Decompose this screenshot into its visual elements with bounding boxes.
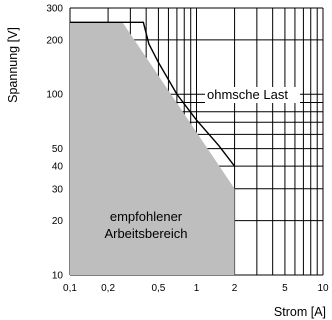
x-tick-label: 0,2 xyxy=(101,283,115,294)
x-tick-label: 2 xyxy=(232,283,238,294)
y-tick-label: 100 xyxy=(46,90,63,101)
series-label-ohmsche-last: ohmsche Last xyxy=(207,87,288,102)
y-tick-label: 30 xyxy=(52,184,64,195)
x-axis-title: Strom [A] xyxy=(274,305,326,319)
area-label-background xyxy=(96,209,200,243)
series-line-ohmsche-last xyxy=(70,21,236,167)
y-tick-label: 200 xyxy=(46,35,63,46)
area-label-line-2: Arbeitsbereich xyxy=(104,226,187,241)
x-gridlines xyxy=(69,8,324,275)
x-tick-label: 1 xyxy=(194,283,200,294)
y-tick-labels: 10 20 30 40 50 100 200 300 xyxy=(46,4,63,282)
x-tick-label: 0,1 xyxy=(63,283,77,294)
area-label-line-1: empfohlener xyxy=(110,209,183,224)
x-tick-labels: 0,1 0,2 0,5 1 2 5 10 xyxy=(63,283,329,294)
y-axis-title: Spannung [V] xyxy=(6,27,20,103)
x-tick-label: 10 xyxy=(317,283,329,294)
y-tick-label: 40 xyxy=(52,162,64,173)
series-label-background xyxy=(205,87,300,103)
y-tick-label: 10 xyxy=(52,271,64,282)
y-tick-label: 300 xyxy=(46,4,63,15)
x-tick-label: 0,5 xyxy=(151,283,165,294)
x-tick-label: 5 xyxy=(282,283,288,294)
y-tick-label: 50 xyxy=(52,144,64,155)
y-tick-label: 20 xyxy=(52,216,64,227)
